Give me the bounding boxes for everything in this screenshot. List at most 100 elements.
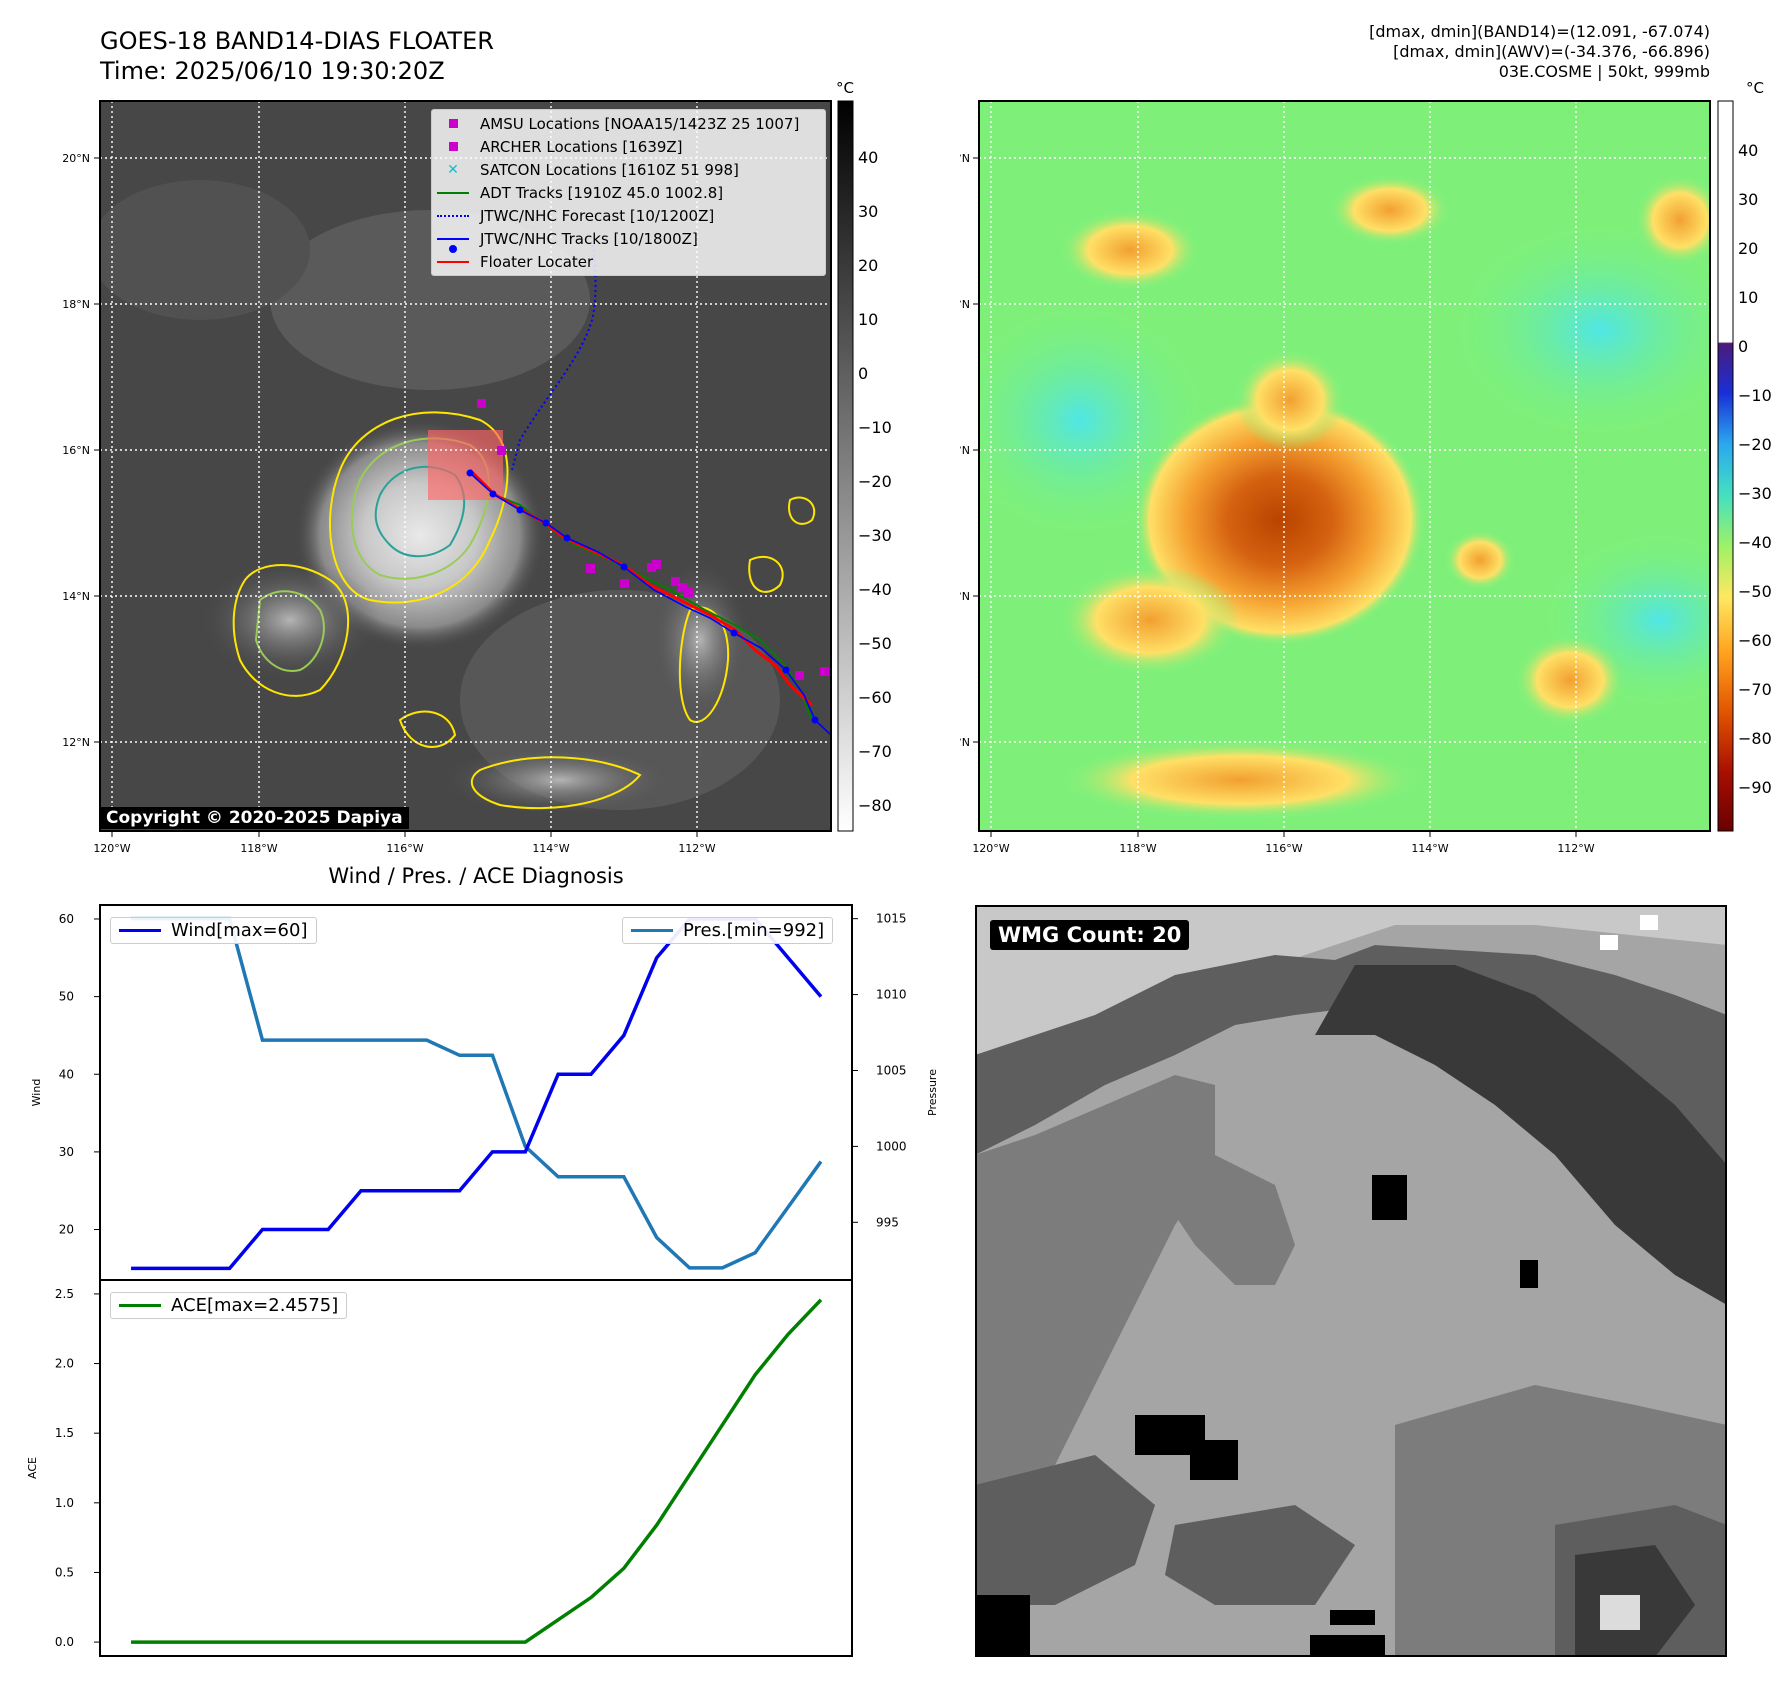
awv-map-panel: 20°N 18°N 16°N 14°N 12°N 120°W 118°W 116… (960, 79, 1772, 855)
svg-text:−20: −20 (1738, 435, 1772, 454)
dmax-dmin-awv: [dmax, dmin](AWV)=(-34.376, -66.896) (1393, 42, 1710, 61)
ace-axis-label: ACE (26, 1457, 39, 1479)
copyright-label: Copyright © 2020-2025 Dapiya (100, 807, 409, 829)
awv-image (979, 101, 1710, 831)
magenta-square-icon (432, 119, 474, 128)
ace-y-tick-label: 0.5 (55, 1565, 74, 1579)
legend-item-satcon: ✕ SATCON Locations [1610Z 51 998] (432, 158, 825, 181)
svg-text:18°N: 18°N (62, 298, 90, 311)
svg-text:20: 20 (1738, 239, 1758, 258)
wmg-image (975, 905, 1727, 1657)
svg-text:120°W: 120°W (972, 842, 1009, 855)
awv-gridlines (979, 101, 1710, 831)
archer-amsu-markers (477, 399, 829, 680)
wmg-count-label: WMG Count: 20 (990, 920, 1190, 950)
svg-text:−30: −30 (858, 526, 892, 545)
svg-text:114°W: 114°W (1411, 842, 1448, 855)
svg-text:112°W: 112°W (678, 842, 715, 855)
pressure-legend-swatch (631, 929, 673, 932)
svg-text:112°W: 112°W (1557, 842, 1594, 855)
svg-text:18°N: 18°N (960, 298, 970, 311)
ace-y-tick-label: 2.5 (55, 1287, 74, 1301)
svg-text:118°W: 118°W (1119, 842, 1156, 855)
svg-text:−30: −30 (1738, 484, 1772, 503)
svg-text:0: 0 (858, 364, 868, 383)
legend-item-floater: Floater Locater (432, 250, 825, 273)
ir-legend: AMSU Locations [NOAA15/1423Z 25 1007] AR… (431, 109, 826, 276)
svg-text:−10: −10 (858, 418, 892, 437)
svg-text:−90: −90 (1738, 778, 1772, 797)
legend-item-adt: ADT Tracks [1910Z 45.0 1002.8] (432, 181, 825, 204)
svg-text:0: 0 (1738, 337, 1748, 356)
svg-text:40: 40 (858, 148, 878, 167)
magenta-square-icon (432, 142, 474, 151)
wind-axis-label: Wind (30, 1079, 43, 1107)
pressure-line (131, 916, 823, 1270)
wind-line (131, 917, 823, 1271)
ace-legend-swatch (119, 1304, 161, 1307)
svg-text:−80: −80 (858, 796, 892, 815)
wind-legend-label: Wind[max=60] (171, 920, 308, 941)
pressure-y-tick-label: 1015 (876, 912, 907, 926)
svg-text:20°N: 20°N (960, 152, 970, 165)
red-line-icon (432, 260, 474, 263)
pressure-y-tick-label: 1005 (876, 1063, 907, 1077)
svg-text:14°N: 14°N (960, 590, 970, 603)
wind-pressure-chart: 20 30 40 50 60 995 1000 1005 1010 1015 Wind Pressur… (30, 904, 939, 1281)
legend-item-archer: ARCHER Locations [1639Z] (432, 135, 825, 158)
figure-title: GOES-18 BAND14-DIAS FLOATER Time: 2025/0… (100, 26, 494, 86)
svg-text:−10: −10 (1738, 386, 1772, 405)
svg-text:−60: −60 (858, 688, 892, 707)
title-time: Time: 2025/06/10 19:30:20Z (100, 57, 445, 85)
wmg-panel (975, 905, 1727, 1657)
svg-text:−50: −50 (858, 634, 892, 653)
ace-line (131, 1298, 823, 1644)
svg-text:12°N: 12°N (960, 736, 970, 749)
svg-text:−40: −40 (858, 580, 892, 599)
legend-item-jtwc: JTWC/NHC Tracks [10/1800Z] (432, 227, 825, 253)
diagnosis-title: Wind / Pres. / ACE Diagnosis (328, 864, 624, 888)
ir-colorbar: °C 40 30 20 10 0 −10 −20 −30 −40 −50 −60… (836, 79, 892, 832)
awv-colorbar-unit: °C (1746, 79, 1764, 97)
wind-y-tick-label: 50 (59, 990, 74, 1004)
figure-summary: [dmax, dmin](BAND14)=(12.091, -67.074) [… (1369, 22, 1710, 82)
ir-colorbar-unit: °C (836, 79, 854, 97)
svg-text:−40: −40 (1738, 533, 1772, 552)
svg-text:−80: −80 (1738, 729, 1772, 748)
svg-text:14°N: 14°N (62, 590, 90, 603)
svg-text:16°N: 16°N (62, 444, 90, 457)
storm-info: 03E.COSME | 50kt, 999mb (1498, 62, 1710, 81)
svg-text:40: 40 (1738, 141, 1758, 160)
wind-chart-frame (99, 904, 853, 1281)
svg-text:−60: −60 (1738, 631, 1772, 650)
svg-text:20°N: 20°N (62, 152, 90, 165)
blue-line-dot-icon (432, 237, 474, 253)
svg-text:−70: −70 (1738, 680, 1772, 699)
jtwc-track (469, 472, 831, 736)
legend-item-forecast: JTWC/NHC Forecast [10/1200Z] (432, 204, 825, 227)
ace-y-tick-label: 1.0 (55, 1496, 74, 1510)
green-line-icon (432, 191, 474, 194)
svg-text:116°W: 116°W (1265, 842, 1302, 855)
diagnosis-charts: 20 30 40 50 60 995 1000 1005 1010 1015 Wind Pressur… (26, 904, 939, 1657)
pressure-y-tick-label: 1000 (876, 1139, 907, 1153)
ace-y-tick-label: 0.0 (55, 1635, 74, 1649)
pressure-y-tick-label: 1010 (876, 988, 907, 1002)
wind-y-tick-label: 40 (59, 1067, 74, 1081)
legend-item-amsu: AMSU Locations [NOAA15/1423Z 25 1007] (432, 112, 825, 135)
svg-text:16°N: 16°N (960, 444, 970, 457)
dmax-dmin-band14: [dmax, dmin](BAND14)=(12.091, -67.074) (1369, 22, 1710, 41)
svg-text:120°W: 120°W (93, 842, 130, 855)
pressure-legend-label: Pres.[min=992] (683, 920, 825, 941)
pressure-axis-label: Pressure (926, 1069, 939, 1116)
awv-colorbar: °C 40 30 20 10 0 −10 −20 −30 −40 −50 −60… (1717, 79, 1772, 832)
ace-legend: ACE[max=2.4575] (110, 1292, 348, 1319)
wind-legend: Wind[max=60] (110, 917, 317, 944)
cyan-x-icon: ✕ (447, 161, 459, 178)
svg-text:−20: −20 (858, 472, 892, 491)
ace-y-tick-label: 1.5 (55, 1426, 74, 1440)
ace-chart-frame (99, 1279, 853, 1657)
ir-lon-labels: 120°W 118°W 116°W 114°W 112°W (93, 831, 716, 855)
wind-y-tick-label: 20 (59, 1223, 74, 1237)
pressure-legend: Pres.[min=992] (622, 917, 834, 944)
